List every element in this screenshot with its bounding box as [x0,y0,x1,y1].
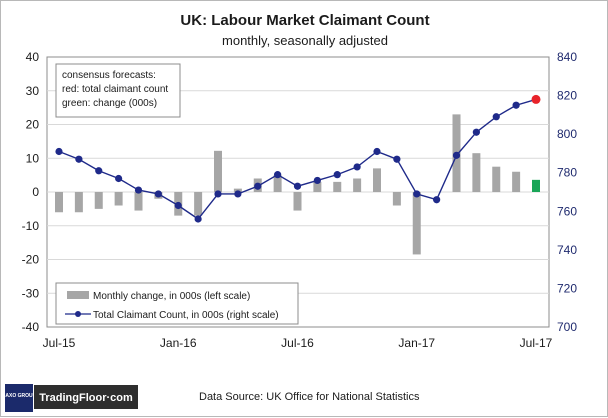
line-point [234,190,242,198]
line-point [174,201,182,210]
line-point [134,186,143,194]
right-tick-label: 700 [557,320,577,334]
line-point [154,190,162,198]
forecast-point [531,94,541,104]
right-axis-ticks: 700 720 740 760 780 800 820 840 [557,50,577,334]
legend-line-marker [75,311,81,317]
x-tick-label: Jul-15 [43,336,76,350]
bar [134,192,143,211]
chart-subtitle: monthly, seasonally adjusted [222,33,388,48]
data-source: Data Source: UK Office for National Stat… [199,391,420,403]
saxo-logo-text: SAXO GROUP [2,393,37,399]
line-point [512,101,520,109]
right-tick-label: 800 [557,127,577,141]
left-tick-label: 10 [26,151,40,165]
line-point [472,128,480,136]
line-point [452,151,461,159]
line-point [413,190,421,198]
bar [114,192,123,206]
x-tick-label: Jul-16 [281,336,314,350]
right-tick-label: 760 [557,204,577,218]
line-point [95,167,103,175]
right-tick-label: 720 [557,281,577,295]
line-point [433,196,441,204]
forecast-note-line1: consensus forecasts: [62,70,156,81]
forecast-bar [532,179,540,192]
line-point [373,147,381,156]
right-tick-label: 820 [557,89,577,103]
forecast-note: consensus forecasts: red: total claimant… [55,63,181,118]
legend-box [55,282,299,325]
line-point [293,182,302,190]
saxo-logo-box [5,384,33,412]
line-point [254,182,262,190]
bar [214,150,222,192]
bar [74,192,83,213]
left-tick-label: 40 [26,50,40,64]
chart-title: UK: Labour Market Claimant Count [180,12,429,29]
left-tick-label: 0 [32,185,39,199]
left-tick-label: -10 [22,219,40,233]
x-tick-label: Jan-17 [398,336,435,350]
x-tick-label: Jan-16 [160,336,197,350]
left-tick-label: -20 [22,253,40,267]
left-axis-ticks: -40 -30 -20 -10 0 10 20 30 40 [22,50,40,334]
line-point [492,113,500,121]
line-point [55,147,63,156]
bar [55,192,63,213]
line-point [75,155,83,163]
line-point [393,155,401,163]
bar [412,192,421,255]
line-point [194,215,202,223]
bar [512,171,521,192]
x-axis-ticks: Jul-15 Jan-16 Jul-16 Jan-17 Jul-17 [43,336,553,350]
brand-logo: SAXO GROUP TradingFloor·com [2,384,138,412]
bar [273,175,282,192]
bar [472,153,481,192]
line-point [333,171,341,179]
left-tick-label: -40 [22,320,40,334]
bar [373,168,381,192]
right-tick-label: 780 [557,166,577,180]
forecast-note-line3: green: change (000s) [62,98,157,109]
bar [313,181,322,192]
tradingfloor-logo-box [34,385,138,409]
left-tick-label: 20 [26,118,40,132]
line-point [274,171,282,179]
line-point [353,163,361,171]
line-point [313,176,321,185]
left-tick-label: -30 [22,286,40,300]
line-series [55,94,541,223]
right-tick-label: 740 [557,243,577,257]
bar [353,178,362,192]
right-tick-label: 840 [557,50,577,64]
forecast-note-box [55,63,181,118]
x-tick-label: Jul-17 [520,336,553,350]
bar [392,192,401,206]
left-tick-label: 30 [26,84,40,98]
bar [293,192,302,211]
bar [233,188,242,192]
bar [94,192,103,209]
bar [194,192,203,216]
forecast-note-line2: red: total claimant count [62,84,168,95]
tradingfloor-logo-text: TradingFloor·com [39,392,133,404]
legend-bar-label: Monthly change, in 000s (left scale) [93,291,250,302]
bar [333,181,342,192]
line-point [115,174,123,183]
line-point [214,190,222,198]
legend: Monthly change, in 000s (left scale) Tot… [55,282,299,325]
legend-bar-swatch [67,291,89,299]
legend-line-label: Total Claimant Count, in 000s (right sca… [93,310,279,321]
bar [492,166,501,192]
